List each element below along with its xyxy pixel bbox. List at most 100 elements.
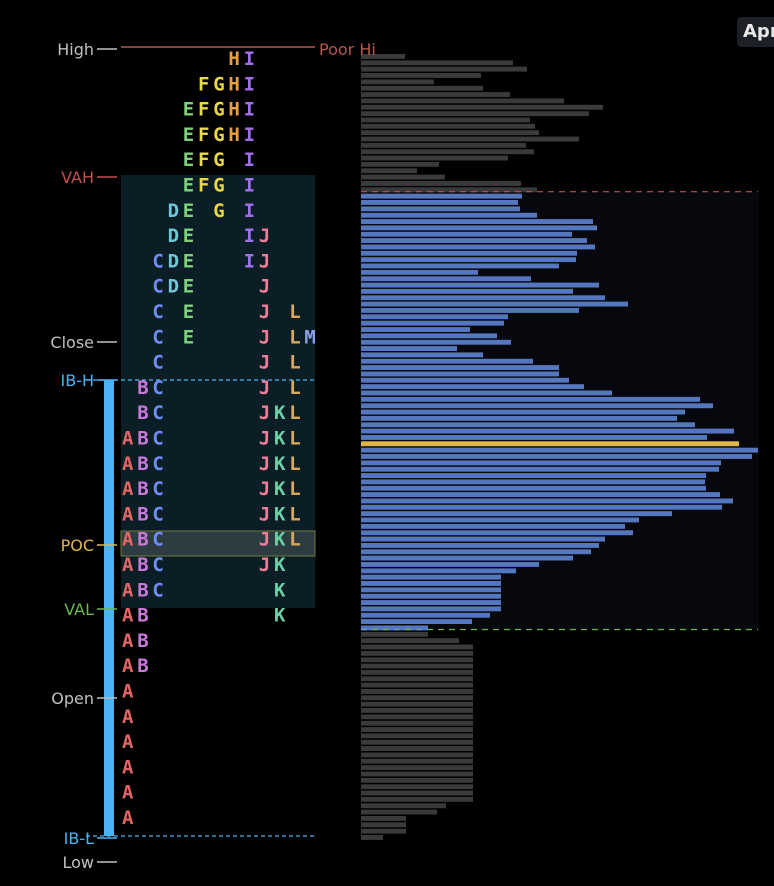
tpo-letter-I: I: [244, 175, 255, 197]
volume-bar: [361, 60, 513, 66]
tpo-letter-H: H: [228, 99, 239, 121]
level-label-val: VAL: [64, 600, 94, 619]
tpo-letter-B: B: [137, 554, 148, 576]
poc-highlight: [120, 530, 316, 557]
poc-volume-bar: [361, 441, 739, 447]
tpo-letter-G: G: [213, 149, 224, 171]
tpo-letter-F: F: [198, 149, 209, 171]
volume-bar: [361, 54, 405, 59]
volume-bar: [361, 377, 569, 383]
tpo-letter-I: I: [244, 48, 255, 70]
volume-bar: [361, 803, 446, 809]
volume-bar: [361, 536, 605, 542]
tpo-letter-I: I: [244, 225, 255, 247]
tpo-letter-B: B: [137, 503, 148, 525]
level-label-ib-high: IB-H: [61, 371, 95, 390]
tpo-letter-D: D: [168, 250, 179, 272]
volume-bar: [361, 447, 758, 453]
volume-bar: [361, 625, 428, 631]
volume-bar: [361, 682, 473, 688]
volume-bar: [361, 479, 705, 485]
tpo-letter-L: L: [289, 301, 300, 323]
volume-bar: [361, 644, 473, 650]
volume-bar: [361, 155, 508, 161]
volume-bar: [361, 562, 539, 567]
tpo-letter-J: J: [259, 301, 270, 323]
date-badge: Apr: [737, 17, 774, 47]
volume-bar: [361, 187, 537, 193]
tpo-letter-E: E: [183, 200, 194, 222]
volume-bar: [361, 111, 589, 117]
volume-bar: [361, 301, 628, 307]
tpo-letter-K: K: [274, 402, 286, 424]
volume-bar: [361, 727, 473, 732]
tpo-letter-B: B: [137, 529, 148, 551]
volume-bar: [361, 92, 510, 97]
volume-bar: [361, 549, 591, 555]
tpo-letter-F: F: [198, 73, 209, 95]
tpo-letter-B: B: [137, 605, 148, 627]
tpo-letter-E: E: [183, 149, 194, 171]
tpo-letter-K: K: [274, 478, 286, 500]
volume-bar: [361, 676, 473, 682]
tpo-letter-I: I: [244, 99, 255, 121]
tpo-letter-J: J: [259, 377, 270, 399]
tpo-letter-C: C: [152, 301, 163, 323]
tpo-letter-C: C: [152, 529, 163, 551]
volume-bar: [361, 492, 720, 497]
volume-bar: [361, 796, 473, 802]
tpo-letter-J: J: [259, 352, 270, 374]
tpo-letter-C: C: [152, 276, 163, 298]
tpo-letter-B: B: [137, 579, 148, 601]
volume-bar: [361, 142, 526, 148]
tpo-letter-B: B: [137, 377, 148, 399]
volume-bar: [361, 327, 470, 332]
volume-bar: [361, 168, 417, 174]
tpo-letter-L: L: [289, 352, 300, 374]
volume-bar: [361, 314, 508, 320]
volume-bar: [361, 225, 597, 231]
tpo-letter-E: E: [183, 250, 194, 272]
volume-bar: [361, 733, 473, 739]
tpo-letter-C: C: [152, 453, 163, 475]
tpo-letter-A: A: [122, 428, 134, 450]
tpo-letter-D: D: [168, 225, 179, 247]
volume-bar: [361, 257, 576, 263]
tpo-letter-J: J: [259, 250, 270, 272]
volume-bar: [361, 466, 719, 472]
tpo-letter-L: L: [289, 377, 300, 399]
volume-bar: [361, 428, 734, 434]
tpo-letter-J: J: [259, 503, 270, 525]
tpo-letter-C: C: [152, 352, 163, 374]
tpo-letter-K: K: [274, 605, 286, 627]
tpo-letter-A: A: [122, 478, 134, 500]
volume-bar: [361, 181, 521, 186]
volume-bar: [361, 701, 473, 707]
tpo-letter-I: I: [244, 250, 255, 272]
volume-bar: [361, 473, 706, 478]
volume-bar: [361, 346, 457, 351]
volume-bar: [361, 403, 713, 409]
tpo-letter-A: A: [122, 529, 134, 551]
volume-bar: [361, 708, 473, 713]
tpo-letter-I: I: [244, 200, 255, 222]
volume-bar: [361, 612, 490, 618]
level-label-high: High: [57, 40, 94, 59]
tpo-letter-L: L: [289, 428, 300, 450]
volume-bar: [361, 212, 537, 218]
tpo-letter-H: H: [228, 73, 239, 95]
tpo-letter-J: J: [259, 529, 270, 551]
tpo-letter-L: L: [289, 402, 300, 424]
tpo-letter-C: C: [152, 478, 163, 500]
tpo-letter-B: B: [137, 655, 148, 677]
volume-bar: [361, 835, 383, 840]
volume-bar: [361, 123, 535, 129]
tpo-letter-C: C: [152, 428, 163, 450]
volume-bar: [361, 73, 481, 78]
volume-bar: [361, 606, 501, 612]
tpo-letter-E: E: [183, 225, 194, 247]
tpo-letter-H: H: [228, 48, 239, 70]
volume-bar: [361, 409, 685, 415]
volume-bar: [361, 581, 501, 586]
